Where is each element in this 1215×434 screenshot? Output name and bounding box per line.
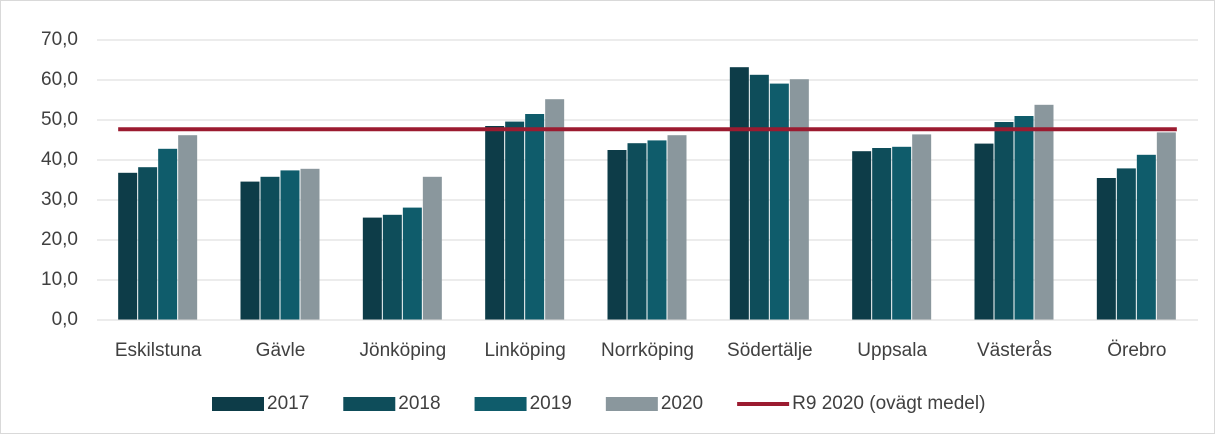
y-tick-label: 50,0 xyxy=(41,109,78,130)
bar xyxy=(300,168,320,320)
bar xyxy=(1014,116,1034,320)
y-tick-label: 30,0 xyxy=(41,189,78,210)
x-tick-label: Gävle xyxy=(256,340,306,361)
y-tick-label: 60,0 xyxy=(41,69,78,90)
x-tick-label: Södertälje xyxy=(727,340,813,361)
legend-swatch xyxy=(343,397,396,411)
bar xyxy=(974,143,994,320)
y-tick-label: 10,0 xyxy=(41,269,78,290)
x-tick-label: Jönköping xyxy=(360,340,447,361)
bar xyxy=(994,122,1014,320)
y-tick-label: 40,0 xyxy=(41,149,78,170)
bar xyxy=(505,121,525,320)
bar xyxy=(627,143,647,320)
bar xyxy=(1116,168,1136,320)
bar xyxy=(1136,154,1156,320)
bar xyxy=(1096,178,1116,320)
bar xyxy=(525,114,545,320)
legend-label: 2019 xyxy=(530,393,572,414)
bar xyxy=(729,67,749,320)
bar xyxy=(852,151,872,320)
bar xyxy=(1034,104,1054,320)
legend-swatch xyxy=(605,397,658,411)
y-tick-label: 0,0 xyxy=(52,309,78,330)
bar xyxy=(912,134,932,320)
legend-label: R9 2020 (ovägt medel) xyxy=(792,393,985,414)
bar xyxy=(280,170,300,320)
x-tick-label: Uppsala xyxy=(857,340,927,361)
bar xyxy=(607,150,627,320)
x-tick-label: Linköping xyxy=(484,340,565,361)
bar xyxy=(667,135,687,320)
bar xyxy=(749,74,769,320)
x-tick-label: Eskilstuna xyxy=(115,340,202,361)
bar xyxy=(872,148,892,320)
bar xyxy=(892,146,912,320)
bar xyxy=(382,214,402,320)
bar xyxy=(138,167,158,320)
legend-label: 2018 xyxy=(398,393,440,414)
bar xyxy=(545,99,565,320)
bar xyxy=(402,207,422,320)
bar xyxy=(158,148,178,320)
bar xyxy=(260,176,280,320)
bar xyxy=(362,217,382,320)
legend-label: 2017 xyxy=(267,393,309,414)
bar xyxy=(240,181,260,320)
bar xyxy=(422,176,442,320)
bar xyxy=(485,126,505,320)
bar xyxy=(178,135,198,320)
legend-label: 2020 xyxy=(661,393,703,414)
legend-swatch xyxy=(212,397,264,411)
legend-swatch xyxy=(474,397,527,411)
y-tick-label: 70,0 xyxy=(41,29,78,50)
bar xyxy=(647,140,667,320)
bar xyxy=(1156,132,1176,320)
bar xyxy=(118,172,138,320)
y-tick-label: 20,0 xyxy=(41,229,78,250)
x-tick-label: Norrköping xyxy=(601,340,694,361)
bar xyxy=(789,79,809,320)
x-tick-label: Örebro xyxy=(1107,340,1166,361)
x-tick-label: Västerås xyxy=(977,340,1052,361)
bar xyxy=(769,83,789,320)
